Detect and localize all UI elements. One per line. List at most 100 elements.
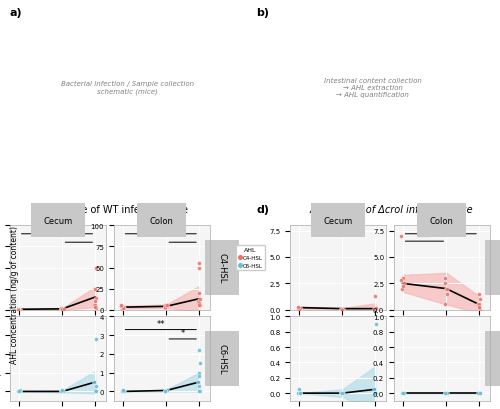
Point [16, 306, 24, 313]
Point [294, 303, 302, 310]
Point [442, 285, 450, 292]
Point [400, 390, 408, 396]
Point [296, 306, 304, 312]
Point [59, 388, 67, 395]
Text: AHL profile of WT infected mice: AHL profile of WT infected mice [34, 205, 188, 215]
Text: AHL concentration (ng/g of content): AHL concentration (ng/g of content) [10, 226, 20, 363]
Point [400, 390, 407, 396]
Point [119, 387, 127, 394]
Point [444, 285, 452, 292]
Point [14, 388, 22, 395]
Point [92, 388, 100, 395]
Point [16, 388, 24, 395]
Text: d): d) [256, 205, 270, 215]
Point [195, 388, 203, 395]
Point [370, 306, 378, 313]
Point [296, 305, 304, 311]
Point [476, 390, 484, 396]
Point [196, 373, 203, 380]
Legend: C4-HSL, C6-HSL: C4-HSL, C6-HSL [236, 245, 265, 270]
Point [371, 390, 379, 396]
Point [194, 369, 202, 376]
Point [441, 390, 449, 396]
Point [92, 382, 100, 389]
Point [15, 307, 23, 313]
Point [57, 306, 65, 312]
Point [337, 390, 345, 396]
Text: *: * [180, 328, 185, 337]
Point [476, 296, 484, 303]
Point [194, 382, 202, 389]
Point [162, 301, 170, 308]
Point [118, 388, 126, 395]
Point [195, 301, 203, 308]
Text: *: * [76, 232, 81, 241]
Y-axis label: C4-HSL: C4-HSL [218, 253, 226, 283]
Point [120, 304, 128, 310]
Point [371, 390, 379, 396]
Point [161, 305, 169, 312]
Point [92, 265, 100, 271]
Point [91, 304, 99, 311]
Point [58, 306, 66, 313]
Point [57, 388, 65, 395]
Point [118, 306, 126, 312]
Text: Bacterial infection / Sample collection
schematic (mice): Bacterial infection / Sample collection … [60, 81, 194, 94]
Point [398, 390, 406, 396]
Text: AHL profile of Δcrol infected mice: AHL profile of Δcrol infected mice [309, 205, 473, 215]
Text: a): a) [10, 8, 22, 18]
Point [441, 390, 449, 396]
Point [372, 305, 380, 311]
Point [294, 307, 302, 313]
Text: *: * [180, 232, 185, 241]
Point [194, 379, 202, 385]
Point [296, 390, 304, 396]
Point [441, 301, 449, 308]
Point [295, 386, 303, 393]
Point [371, 307, 379, 313]
Title: Colon: Colon [430, 216, 454, 225]
Point [337, 307, 345, 313]
Point [196, 360, 204, 367]
Point [16, 307, 24, 313]
Point [92, 305, 100, 312]
Point [196, 303, 204, 309]
Y-axis label: C6-HSL: C6-HSL [498, 344, 500, 374]
Point [441, 280, 449, 287]
Point [337, 306, 345, 313]
Point [398, 233, 406, 240]
Point [442, 275, 450, 282]
Point [371, 293, 379, 299]
Point [57, 306, 65, 313]
Point [161, 388, 169, 395]
Point [294, 390, 302, 396]
Point [119, 305, 127, 312]
Point [194, 265, 202, 271]
Point [442, 291, 450, 297]
Point [474, 301, 482, 308]
Text: *: * [158, 224, 163, 232]
Text: *: * [55, 224, 59, 232]
Title: Cecum: Cecum [44, 216, 72, 225]
Point [91, 301, 99, 308]
Point [162, 387, 170, 394]
Point [90, 303, 98, 309]
Point [372, 321, 380, 328]
Point [196, 261, 203, 267]
Point [400, 280, 408, 287]
Point [398, 285, 406, 292]
Point [92, 295, 100, 301]
Point [91, 388, 99, 395]
Point [474, 305, 482, 311]
Title: Cecum: Cecum [324, 216, 352, 225]
Point [196, 388, 204, 395]
Point [91, 298, 99, 305]
Point [339, 306, 347, 312]
Point [91, 285, 99, 292]
Point [194, 347, 202, 354]
Point [14, 306, 22, 313]
Point [476, 307, 484, 313]
Point [196, 296, 204, 302]
Point [162, 304, 170, 311]
Point [339, 390, 347, 396]
